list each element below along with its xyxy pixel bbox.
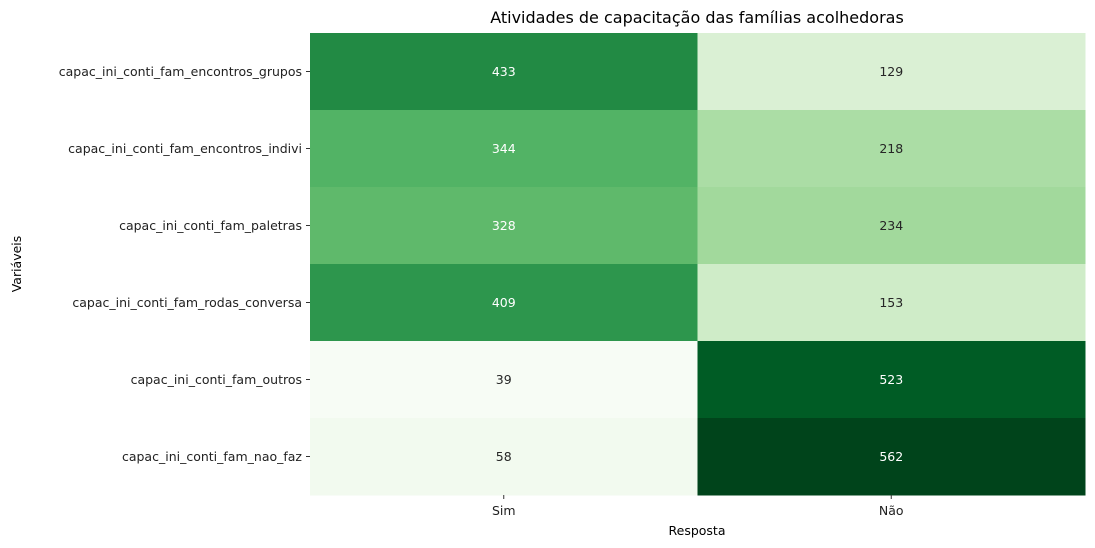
chart-title: Atividades de capacitação das famílias a… xyxy=(490,8,904,27)
heatmap-cell-label-r1-c1: 218 xyxy=(879,141,903,156)
heatmap-cell-label-r0-c0: 433 xyxy=(492,64,516,79)
heatmap-cell-r0-c0 xyxy=(310,33,698,111)
y-tick-label-0: capac_ini_conti_fam_encontros_grupos xyxy=(59,64,302,79)
heatmap-cell-r5-c1 xyxy=(697,418,1086,496)
heatmap-cell-label-r1-c0: 344 xyxy=(492,141,516,156)
y-axis-ticks: capac_ini_conti_fam_encontros_gruposcapa… xyxy=(59,64,310,464)
x-axis-ticks: Sim Não xyxy=(492,495,904,518)
heatmap-cell-r2-c1 xyxy=(697,187,1086,265)
heatmap-cell-label-r2-c0: 328 xyxy=(492,218,516,233)
x-tick-label-1: Não xyxy=(879,503,904,518)
y-tick-label-5: capac_ini_conti_fam_nao_faz xyxy=(122,449,302,464)
x-axis-label: Resposta xyxy=(669,523,726,538)
heatmap-cell-label-r0-c1: 129 xyxy=(879,64,903,79)
heatmap-cell-r5-c0 xyxy=(310,418,698,496)
heatmap-cell-r3-c1 xyxy=(697,264,1086,342)
y-tick-label-3: capac_ini_conti_fam_rodas_conversa xyxy=(72,295,302,310)
heatmap-cell-label-r5-c0: 58 xyxy=(496,449,512,464)
y-axis-label: Variáveis xyxy=(9,236,24,293)
heatmap-cell-label-r5-c1: 562 xyxy=(879,449,903,464)
heatmap-cells xyxy=(310,33,1086,496)
heatmap-cell-r3-c0 xyxy=(310,264,698,342)
heatmap-cell-label-r4-c1: 523 xyxy=(879,372,903,387)
heatmap-cell-r0-c1 xyxy=(697,33,1086,111)
heatmap-cell-labels: 433 129 344 218 328 234 409 153 39 523 58 562 xyxy=(492,64,903,464)
heatmap-cell-r4-c1 xyxy=(697,341,1086,419)
heatmap-cell-r4-c0 xyxy=(310,341,698,419)
heatmap-cell-label-r4-c0: 39 xyxy=(496,372,512,387)
x-tick-label-0: Sim xyxy=(492,503,516,518)
heatmap-cell-r1-c1 xyxy=(697,110,1086,188)
heatmap-cell-label-r3-c0: 409 xyxy=(492,295,516,310)
y-tick-label-2: capac_ini_conti_fam_paletras xyxy=(119,218,302,233)
y-tick-label-1: capac_ini_conti_fam_encontros_indivi xyxy=(68,141,302,156)
heatmap-cell-label-r2-c1: 234 xyxy=(879,218,903,233)
heatmap-cell-label-r3-c1: 153 xyxy=(879,295,903,310)
y-tick-label-4: capac_ini_conti_fam_outros xyxy=(131,372,302,387)
heatmap-cell-r1-c0 xyxy=(310,110,698,188)
heatmap-cell-r2-c0 xyxy=(310,187,698,265)
